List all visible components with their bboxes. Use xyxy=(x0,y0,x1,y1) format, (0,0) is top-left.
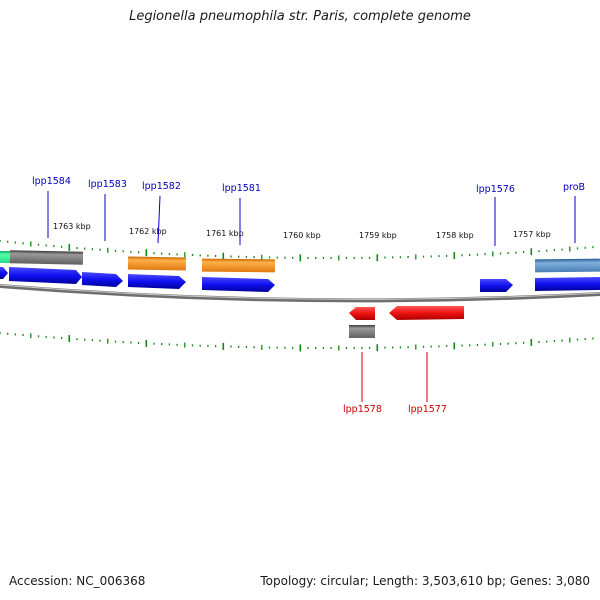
gene-label-lpp1581[interactable]: lpp1581 xyxy=(222,183,261,194)
cds-arrow-lpp1578 xyxy=(349,307,375,320)
cds-arrow-lpp1577 xyxy=(389,306,464,320)
kbp-label-1762: 1762 kbp xyxy=(129,227,167,236)
kbp-label-1759: 1759 kbp xyxy=(359,231,397,240)
gene-label-lpp1582[interactable]: lpp1582 xyxy=(142,181,181,192)
cds-arrow-proB xyxy=(535,277,600,291)
kbp-label-1758: 1758 kbp xyxy=(436,231,474,240)
genome-summary-text: Topology: circular; Length: 3,503,610 bp… xyxy=(260,574,590,588)
kbp-label-1760: 1760 kbp xyxy=(283,231,321,240)
gray-feature-lpp1584 xyxy=(9,250,84,265)
cds-arrow-partial-left xyxy=(0,267,8,279)
steelblue-feature-proB xyxy=(534,258,600,273)
cds-arrow-lpp1581 xyxy=(202,277,275,292)
green-feature xyxy=(0,251,11,263)
gray-feature-lpp1578 xyxy=(349,325,375,338)
accession-text: Accession: NC_006368 xyxy=(9,574,146,588)
orange-feature-lpp1582 xyxy=(127,256,187,271)
orange-feature-lpp1581 xyxy=(201,258,276,273)
genome-backbone-highlight xyxy=(0,284,600,300)
genome-backbone xyxy=(0,284,600,303)
gene-label-lpp1584[interactable]: lpp1584 xyxy=(32,176,71,187)
reverse-leader-lines xyxy=(361,352,428,402)
forward-leader-lines xyxy=(47,191,576,246)
kbp-label-1763: 1763 kbp xyxy=(53,222,91,231)
genome-title: Legionella pneumophila str. Paris, compl… xyxy=(129,9,471,24)
cds-arrow-lpp1583 xyxy=(82,272,123,287)
gene-label-lpp1577[interactable]: lpp1577 xyxy=(408,404,447,415)
cds-arrow-lpp1582 xyxy=(128,274,186,289)
gene-label-lpp1578[interactable]: lpp1578 xyxy=(343,404,382,415)
gene-label-lpp1583[interactable]: lpp1583 xyxy=(88,179,127,190)
gene-label-proB[interactable]: proB xyxy=(563,182,585,193)
gene-label-lpp1576[interactable]: lpp1576 xyxy=(476,184,515,195)
tick-marks xyxy=(0,240,594,352)
cds-arrow-lpp1576 xyxy=(480,279,513,292)
cds-arrow-lpp1584 xyxy=(9,267,82,284)
kbp-label-1761: 1761 kbp xyxy=(206,229,244,238)
kbp-label-1757: 1757 kbp xyxy=(513,230,551,239)
